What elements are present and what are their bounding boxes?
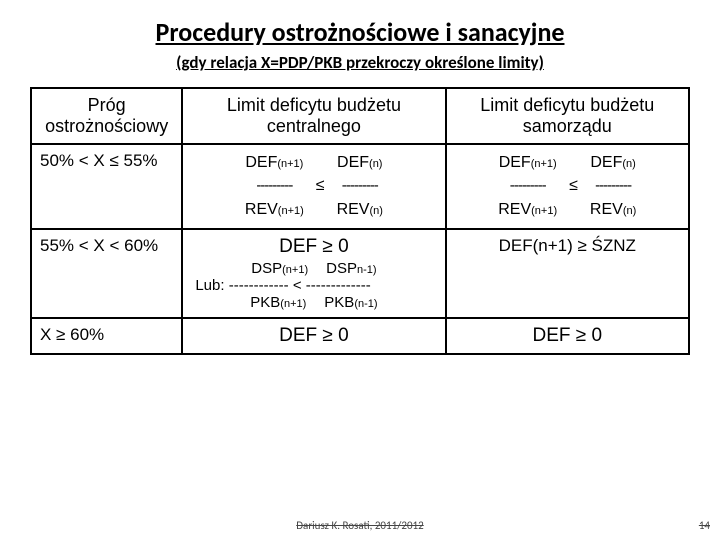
slide-subtitle: (gdy relacja X=PDP/PKB przekroczy określ… [30,52,690,73]
inequality-block: DEF(n+1) --------- REV(n+1) ≤ DEF(n) ---… [455,151,680,222]
def-n1-sub: (n+1) [531,158,557,170]
def-n1-sub: (n+1) [277,158,303,170]
leq-symbol: ≤ [316,174,325,198]
rev-n1: REV [245,201,278,218]
page-number: 14 [699,519,710,532]
cell-local-3: DEF ≥ 0 [446,318,689,354]
def-n-sub: (n) [622,158,635,170]
inequality-block: DEF(n+1) --------- REV(n+1) ≤ DEF(n) ---… [191,151,436,222]
dash-line: --------- [595,175,631,198]
rev-n-sub: (n) [623,205,636,217]
table-row: Próg ostrożnościowy Limit deficytu budże… [31,88,689,144]
def-n: DEF [590,154,622,171]
dsp-n1-sub: (n+1) [282,264,308,276]
fraction-right: DEF(n) --------- REV(n) [337,151,383,222]
table-row: 55% < X < 60% DEF ≥ 0 DSP(n+1) DSPn-1) L… [31,229,689,318]
pkb-nm1: PKB [324,294,354,311]
rev-n1-sub: (n+1) [278,205,304,217]
dash-line: --------- [510,175,546,198]
rev-n: REV [590,201,623,218]
header-local: Limit deficytu budżetu samorządu [446,88,689,144]
fraction-left: DEF(n+1) --------- REV(n+1) [498,151,557,222]
cell-threshold-1: 50% < X ≤ 55% [31,144,182,229]
slide: Procedury ostrożnościowe i sanacyjne (gd… [0,0,720,540]
def-n1: DEF [245,154,277,171]
slide-title: Procedury ostrożnościowe i sanacyjne [30,16,690,48]
pkb-nm1-sub: (n-1) [354,298,377,310]
fraction-left: DEF(n+1) --------- REV(n+1) [245,151,304,222]
cell-central-2: DEF ≥ 0 DSP(n+1) DSPn-1) Lub: ----------… [182,229,445,318]
def-n-sub: (n) [369,158,382,170]
footer-author: Dariusz K. Rosati, 2011/2012 [0,519,720,532]
lt-symbol: < [293,277,302,294]
cell-central-1: DEF(n+1) --------- REV(n+1) ≤ DEF(n) ---… [182,144,445,229]
dsp-nm1-sub: n-1) [357,264,377,276]
dash-line: --------- [256,175,292,198]
pkb-n1: PKB [250,294,280,311]
cell-local-2: DEF(n+1) ≥ ŚZNZ [446,229,689,318]
dsp-n1: DSP [251,260,282,277]
rev-n: REV [337,201,370,218]
def-n: DEF [337,154,369,171]
table-row: 50% < X ≤ 55% DEF(n+1) --------- REV(n+1… [31,144,689,229]
lub-label: Lub: [195,277,224,294]
def-geq-zero: DEF ≥ 0 [191,236,436,258]
limits-table: Próg ostrożnościowy Limit deficytu budże… [30,87,690,355]
rev-n-sub: (n) [369,205,382,217]
cell-threshold-3: X ≥ 60% [31,318,182,354]
dash-line: ------------ [229,277,289,294]
dsp-nm1: DSP [326,260,357,277]
rev-n1: REV [498,201,531,218]
fraction-right: DEF(n) --------- REV(n) [590,151,636,222]
def-n1: DEF [499,154,531,171]
header-threshold: Próg ostrożnościowy [31,88,182,144]
cell-local-1: DEF(n+1) --------- REV(n+1) ≤ DEF(n) ---… [446,144,689,229]
header-central: Limit deficytu budżetu centralnego [182,88,445,144]
leq-symbol: ≤ [569,174,578,198]
rev-n1-sub: (n+1) [531,205,557,217]
cell-threshold-2: 55% < X < 60% [31,229,182,318]
pkb-n1-sub: (n+1) [280,298,306,310]
cell-central-3: DEF ≥ 0 [182,318,445,354]
dash-line: ------------- [306,277,371,294]
dash-line: --------- [342,175,378,198]
table-row: X ≥ 60% DEF ≥ 0 DEF ≥ 0 [31,318,689,354]
